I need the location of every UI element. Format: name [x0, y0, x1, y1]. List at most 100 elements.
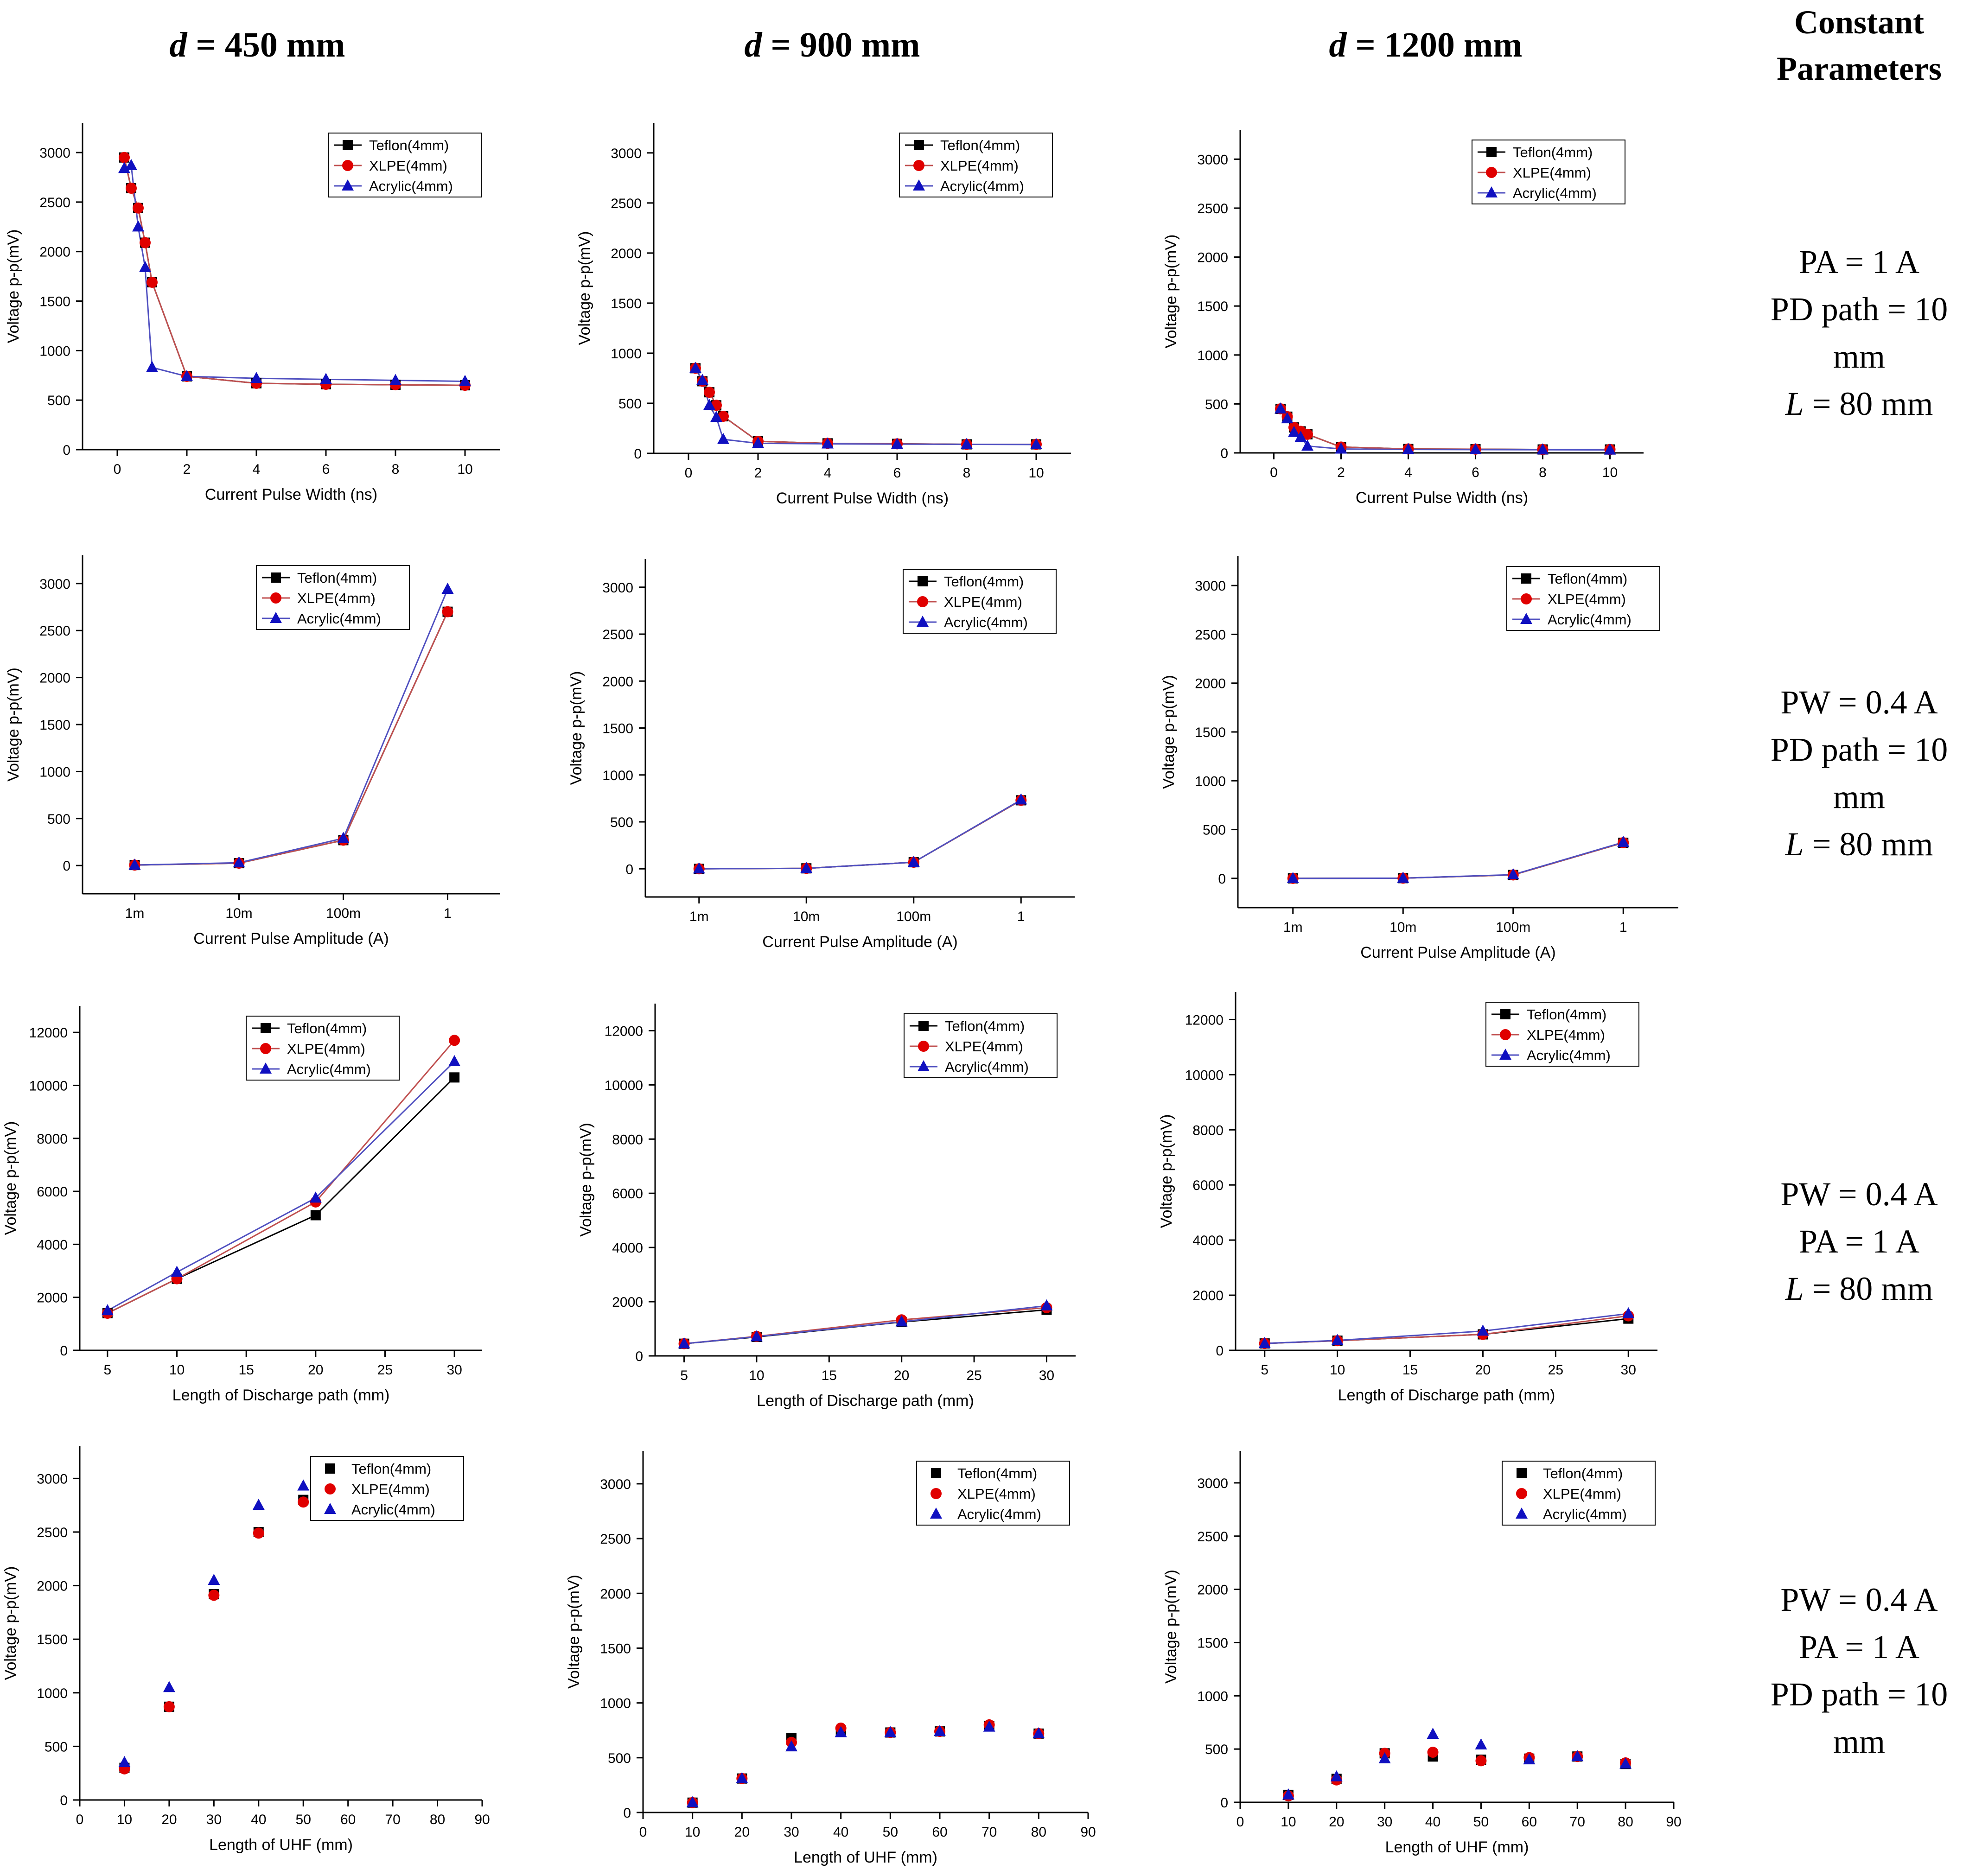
chart-r3c2: 0 2000 4000 6000 8000 10000 12000 5 10 15 20 25 30 Le… [577, 1004, 1076, 1410]
y-tick-label: 0 [60, 1793, 68, 1808]
y-axis-label: Voltage p-p(mV) [1162, 1570, 1180, 1684]
data-point [181, 369, 193, 381]
y-tick-label: 10000 [1185, 1068, 1224, 1083]
parameter-text: PW = 0.4 A [1780, 684, 1938, 721]
legend-marker [917, 616, 929, 627]
data-point [1604, 443, 1616, 455]
y-tick-label: 3000 [1197, 1476, 1228, 1491]
y-tick-label: 500 [610, 815, 633, 830]
data-point [133, 202, 144, 214]
chart-r1c3: 0 500 1000 1500 2000 2500 3000 0 2 4 6 8 10 Current P… [1162, 130, 1644, 507]
data-point [736, 1772, 748, 1783]
x-axis-label: Length of UHF (mm) [1385, 1838, 1529, 1856]
legend-marker [342, 160, 353, 171]
x-tick-label: 20 [894, 1368, 909, 1383]
y-tick-label: 1500 [1195, 725, 1226, 740]
data-point [696, 374, 708, 385]
legend-label: Acrylic(4mm) [287, 1061, 371, 1077]
data-point [163, 1701, 175, 1712]
x-axis-label: Length of Discharge path (mm) [757, 1392, 974, 1410]
column-header-text: d = 900 mm [745, 25, 920, 64]
constant-parameters-row-1: PA = 1 A PD path = 10 mm L = 80 mm [1771, 243, 1948, 422]
constant-parameter-line: PD path = 10 [1771, 291, 1948, 328]
y-axis-label: Voltage p-p(mV) [576, 231, 593, 345]
series-line [1264, 1313, 1629, 1344]
legend-label: Acrylic(4mm) [945, 1059, 1029, 1075]
data-point [884, 1726, 897, 1737]
series-line [699, 800, 1021, 870]
parameter-text: mm [1833, 1723, 1885, 1760]
y-tick-label: 3000 [1197, 152, 1228, 167]
legend-label: Teflon(4mm) [351, 1461, 431, 1477]
data-point [1402, 443, 1415, 454]
data-point [442, 606, 453, 617]
x-tick-label: 1 [444, 906, 452, 921]
data-point [449, 1035, 460, 1046]
y-tick-label: 10000 [29, 1078, 68, 1094]
x-tick-label: 15 [1402, 1362, 1418, 1378]
y-axis-label: Voltage p-p(mV) [1158, 1114, 1175, 1228]
constant-header-line1: Constant [1794, 4, 1924, 41]
legend-marker [1516, 1488, 1527, 1499]
x-tick-label: 40 [833, 1825, 848, 1840]
parameter-text: PD path = 10 [1771, 291, 1948, 328]
x-tick-label: 10 [685, 1825, 700, 1840]
data-point [785, 1740, 797, 1752]
legend: Teflon(4mm) XLPE(4mm) Acrylic(4mm) [916, 1461, 1070, 1526]
column-header-text: d = 1200 mm [1329, 25, 1523, 64]
legend-label: Teflon(4mm) [1513, 144, 1593, 160]
x-tick-label: 25 [1548, 1362, 1563, 1378]
y-tick-label: 2500 [39, 195, 70, 210]
legend-label: Acrylic(4mm) [957, 1506, 1041, 1522]
y-tick-label: 1000 [1197, 348, 1228, 363]
parameter-text: = 80 mm [1804, 826, 1933, 863]
legend-label: Acrylic(4mm) [1543, 1506, 1627, 1522]
data-point [800, 862, 813, 873]
x-tick-label: 6 [322, 462, 330, 477]
y-tick-label: 0 [625, 862, 633, 877]
y-tick-label: 2500 [39, 623, 70, 639]
x-tick-label: 25 [966, 1368, 982, 1383]
parameter-text: PA = 1 A [1799, 243, 1919, 280]
legend-marker [270, 592, 281, 604]
y-tick-label: 2000 [1197, 1583, 1228, 1598]
y-tick-label: 1000 [39, 343, 70, 359]
x-tick-label: 90 [474, 1812, 490, 1827]
y-tick-label: 4000 [612, 1240, 643, 1256]
data-point [250, 372, 262, 383]
x-tick-label: 10 [117, 1812, 132, 1827]
y-tick-label: 6000 [1192, 1178, 1224, 1193]
y-tick-label: 500 [1203, 823, 1226, 838]
y-tick-label: 2500 [1197, 201, 1228, 216]
x-axis-label: Length of Discharge path (mm) [172, 1386, 390, 1404]
header-variable: d [745, 25, 763, 64]
y-tick-label: 2500 [1195, 627, 1226, 642]
constant-parameter-line: mm [1833, 338, 1885, 375]
x-tick-label: 20 [1329, 1814, 1344, 1830]
y-tick-label: 1500 [1197, 299, 1228, 314]
legend-label: XLPE(4mm) [351, 1481, 430, 1497]
x-tick-label: 4 [253, 462, 261, 477]
x-tick-label: 90 [1666, 1814, 1681, 1830]
data-point [1015, 793, 1027, 805]
y-tick-label: 3000 [602, 580, 633, 596]
x-tick-label: 25 [377, 1362, 393, 1378]
legend: Teflon(4mm) XLPE(4mm) Acrylic(4mm) [328, 133, 482, 197]
x-tick-label: 30 [206, 1812, 222, 1827]
y-tick-label: 0 [635, 1349, 643, 1364]
data-point [835, 1726, 847, 1737]
y-tick-label: 8000 [37, 1132, 68, 1147]
series-line [699, 799, 1022, 870]
constant-parameter-line: PD path = 10 [1771, 1676, 1948, 1713]
header-value: = 450 mm [187, 25, 345, 64]
y-tick-label: 2000 [37, 1579, 68, 1594]
data-point [1475, 1738, 1487, 1749]
data-point [1427, 1727, 1439, 1739]
chart-r3c3: 0 2000 4000 6000 8000 10000 12000 5 10 15 20 25 30 Le… [1158, 992, 1657, 1404]
x-tick-label: 30 [784, 1825, 799, 1840]
x-tick-label: 1m [689, 909, 709, 924]
y-tick-label: 0 [1220, 1795, 1228, 1811]
legend-label: Acrylic(4mm) [944, 614, 1028, 630]
y-tick-label: 1500 [39, 718, 70, 733]
x-tick-label: 0 [639, 1825, 647, 1840]
